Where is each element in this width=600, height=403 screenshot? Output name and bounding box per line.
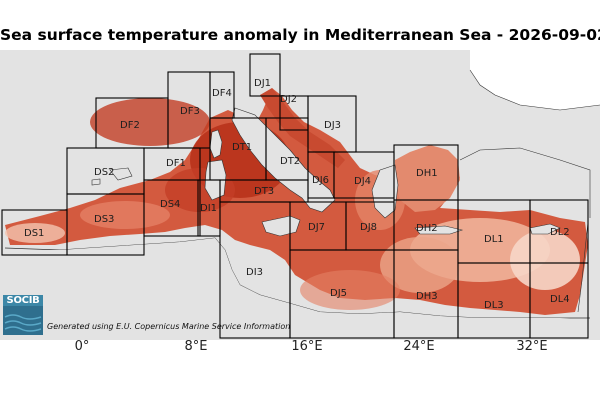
label-DL1: DL1 (484, 234, 504, 245)
turkey-coastline (459, 147, 591, 218)
label-DS3: DS3 (94, 214, 114, 225)
label-DJ6: DJ6 (312, 175, 329, 186)
label-DL2: DL2 (550, 227, 570, 238)
label-DI1: DI1 (200, 203, 217, 214)
x-tick-0: 0° (74, 339, 90, 354)
label-DT3: DT3 (254, 186, 274, 197)
socib-logo (3, 295, 43, 335)
label-DF2: DF2 (120, 120, 140, 131)
box-DI3 (219, 201, 291, 339)
north-africa-land (0, 238, 600, 340)
black-sea-coastline (469, 69, 600, 111)
label-DL3: DL3 (484, 300, 504, 311)
label-DS4: DS4 (160, 199, 180, 210)
label-DT1: DT1 (232, 142, 252, 153)
label-DT2: DT2 (280, 156, 300, 167)
label-DH2: DH2 (416, 223, 438, 234)
map-title: Sea surface temperature anomaly in Medit… (0, 26, 600, 44)
box-DL4 (529, 262, 589, 339)
x-tick-32e: 32°E (516, 339, 548, 354)
box-DJ1 (249, 53, 281, 97)
x-tick-24e: 24°E (403, 339, 435, 354)
label-DF3: DF3 (180, 106, 200, 117)
label-DS1: DS1 (24, 228, 44, 239)
label-DJ5: DJ5 (330, 288, 347, 299)
aegean-sea (395, 145, 460, 212)
label-DJ2: DJ2 (280, 94, 297, 105)
label-DJ3: DJ3 (324, 120, 341, 131)
levant-coastline (577, 221, 589, 313)
black-sea (470, 50, 600, 110)
label-DJ1: DJ1 (254, 78, 271, 89)
x-tick-8e: 8°E (184, 339, 208, 354)
x-tick-16e: 16°E (291, 339, 323, 354)
adriatic-sea (260, 88, 345, 168)
italy-land (231, 107, 336, 213)
region-grid (1, 53, 589, 339)
label-DH3: DH3 (416, 291, 438, 302)
copernicus-credit: Generated using E.U. Copernicus Marine S… (47, 322, 291, 331)
label-DF1: DF1 (166, 158, 186, 169)
label-DS2: DS2 (94, 167, 114, 178)
label-DJ7: DJ7 (308, 222, 325, 233)
label-DF4: DF4 (212, 88, 232, 99)
label-DI3: DI3 (246, 267, 263, 278)
label-DJ4: DJ4 (354, 176, 371, 187)
label-DL4: DL4 (550, 294, 570, 305)
mediterranean-map: DS1 DS2 DS3 DS4 DF1 DF2 DF3 DF4 DT1 DT2 … (0, 50, 600, 340)
region-labels: DS1 DS2 DS3 DS4 DF1 DF2 DF3 DF4 DT1 DT2 … (24, 78, 570, 311)
label-DH1: DH1 (416, 168, 438, 179)
socib-logo-text: SOCIB (6, 295, 40, 306)
map-panel: DS1 DS2 DS3 DS4 DF1 DF2 DF3 DF4 DT1 DT2 … (0, 50, 600, 340)
label-DJ8: DJ8 (360, 222, 377, 233)
